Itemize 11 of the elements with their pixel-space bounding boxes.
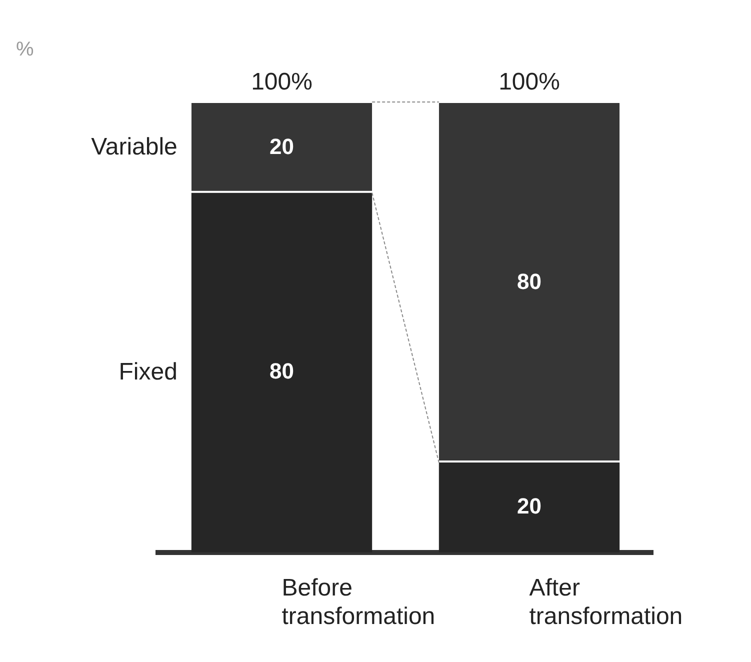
chart-subtitle: % bbox=[16, 38, 34, 61]
x-tick-label: After transformation bbox=[529, 574, 683, 630]
total-label: 100% bbox=[251, 68, 312, 96]
data-label: 20 bbox=[517, 494, 542, 519]
x-tick-label: Before transformation bbox=[282, 574, 436, 630]
data-label: 20 bbox=[270, 134, 294, 160]
total-label: 100% bbox=[498, 68, 560, 96]
series-label: Fixed bbox=[118, 358, 178, 386]
series-label: Variable bbox=[91, 134, 178, 161]
data-label: 80 bbox=[517, 268, 542, 294]
data-label: 80 bbox=[270, 358, 294, 384]
